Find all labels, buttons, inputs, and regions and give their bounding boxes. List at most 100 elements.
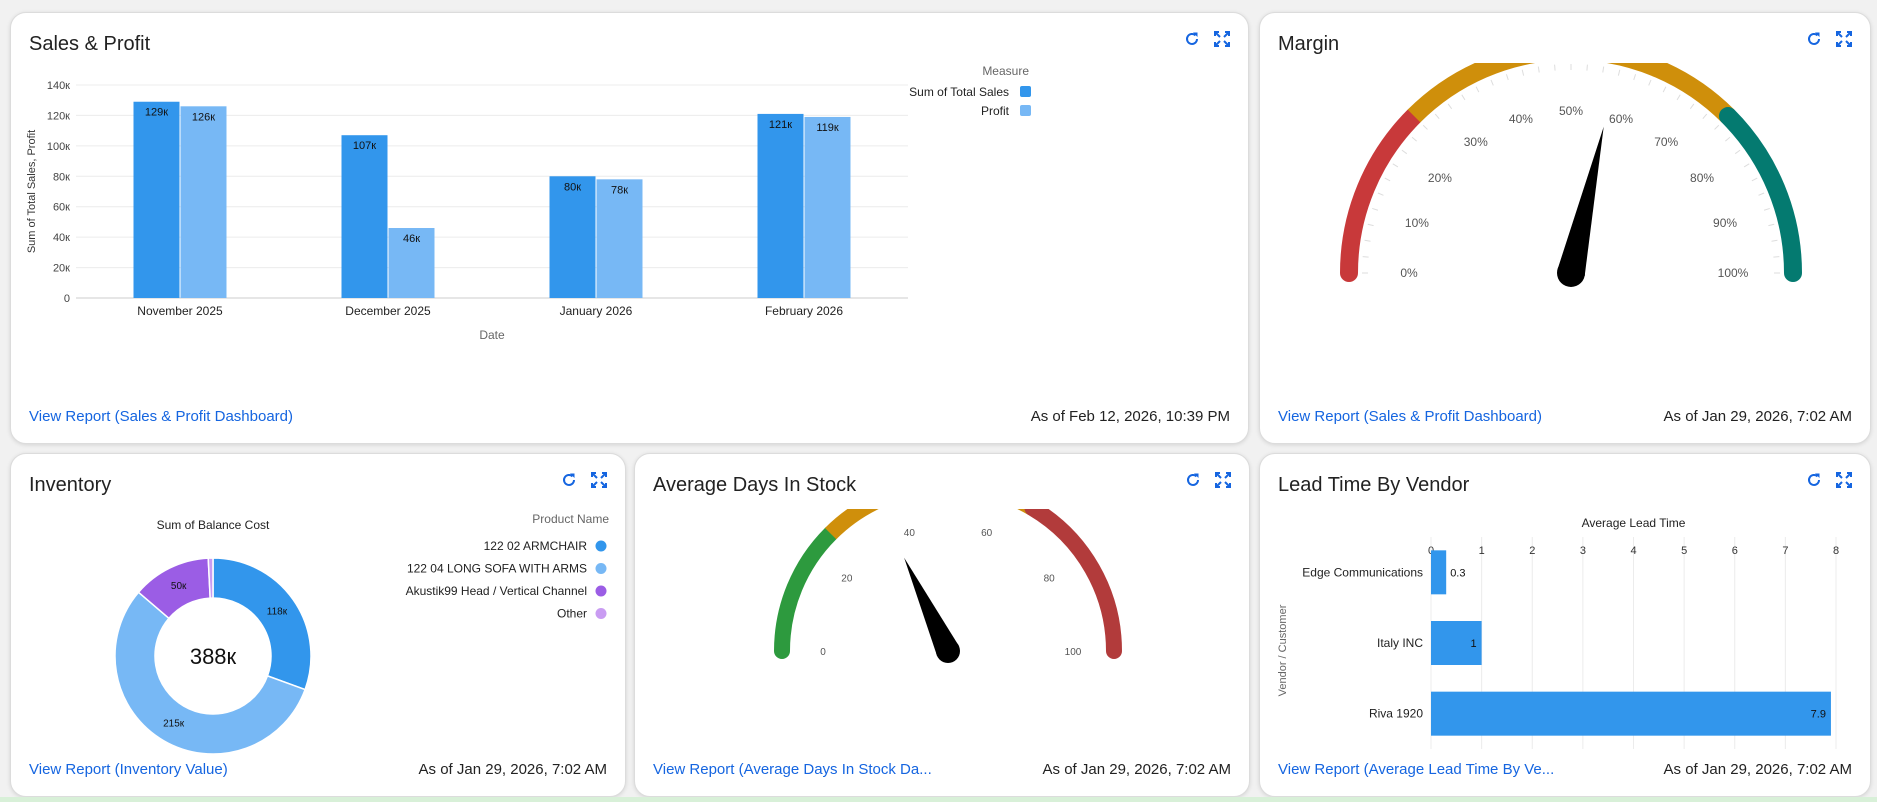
data-label: 7.9: [1811, 709, 1826, 721]
gauge-band: [1340, 107, 1424, 282]
legend-swatch: [595, 563, 607, 574]
gauge-tick-label: 70%: [1654, 135, 1678, 149]
gauge-tick: [1689, 103, 1695, 110]
gauge-band: [1024, 509, 1122, 659]
refresh-icon[interactable]: [561, 472, 577, 488]
bottom-strip: [0, 797, 1877, 802]
card-actions: [1185, 472, 1231, 488]
x-tick-label: 2: [1529, 545, 1535, 557]
gauge-tick: [1372, 207, 1379, 211]
data-label: 129к: [145, 107, 168, 119]
y-tick-label: 100к: [47, 141, 70, 153]
timestamp: As of Feb 12, 2026, 10:39 PM: [1030, 408, 1230, 425]
card-title: Lead Time By Vendor: [1278, 474, 1470, 496]
gauge-tick: [1461, 94, 1466, 101]
card-actions: [1806, 472, 1852, 488]
legend-swatch: [1020, 86, 1031, 97]
gauge-tick-label: 80: [1044, 574, 1056, 585]
legend-item-label: 122 04 LONG SOFA WITH ARMS: [407, 562, 587, 576]
gauge-tick-label: 40%: [1509, 112, 1533, 126]
refresh-icon[interactable]: [1806, 472, 1822, 488]
expand-icon[interactable]: [1836, 31, 1852, 47]
gauge-tick: [1768, 223, 1775, 227]
legend-swatch: [595, 585, 607, 597]
view-report-link[interactable]: View Report (Inventory Value): [29, 761, 228, 778]
legend-swatch: [595, 608, 607, 619]
x-tick-label: November 2025: [137, 304, 223, 318]
gauge-tick: [1702, 113, 1708, 119]
bar-profit: [388, 228, 435, 298]
y-tick-label: 60к: [53, 202, 70, 214]
gauge-tick-label: 30%: [1464, 135, 1488, 149]
gauge-tick: [1475, 86, 1480, 93]
y-tick-label: 140к: [47, 80, 70, 92]
card-actions: [1184, 31, 1230, 47]
expand-icon[interactable]: [1836, 472, 1852, 488]
gauge-tick: [1763, 207, 1770, 211]
gauge-tick-label: 60%: [1609, 112, 1633, 126]
data-label: 121к: [769, 119, 792, 131]
gauge-needle-hub: [1557, 259, 1585, 287]
gauge-needle: [904, 557, 959, 657]
expand-icon[interactable]: [591, 472, 607, 488]
gauge-tick-label: 90%: [1713, 216, 1737, 230]
x-axis-label: Average Lead Time: [1582, 516, 1686, 530]
gauge-tick: [1743, 163, 1750, 168]
gauge-tick-label: 60: [981, 528, 993, 539]
gauge-needle: [1557, 126, 1604, 277]
timestamp: As of Jan 29, 2026, 7:02 AM: [418, 761, 607, 778]
y-tick-label: Edge Communications: [1302, 565, 1423, 579]
gauge-tick: [1364, 239, 1371, 242]
donut-center-label: 388к: [190, 644, 237, 669]
data-label: 78к: [611, 184, 628, 196]
gauge-tick: [1725, 136, 1731, 142]
bar-sales: [549, 176, 596, 298]
view-report-link[interactable]: View Report (Average Lead Time By Ve...: [1278, 761, 1555, 778]
refresh-icon[interactable]: [1806, 31, 1822, 47]
y-axis-label: Sum of Total Sales, Profit: [26, 130, 38, 253]
gauge-tick-label: 40: [904, 528, 916, 539]
gauge-tick: [1447, 103, 1453, 110]
bar-sales: [757, 113, 804, 299]
view-report-link[interactable]: View Report (Average Days In Stock Da...: [653, 761, 932, 778]
y-tick-label: 40к: [53, 232, 70, 244]
refresh-icon[interactable]: [1184, 31, 1200, 47]
gauge-tick: [1676, 94, 1681, 101]
bar-sales: [341, 135, 388, 298]
data-label: 46к: [403, 233, 420, 245]
refresh-icon[interactable]: [1185, 472, 1201, 488]
gauge-needle-hub: [936, 639, 960, 663]
lead-time-chart: Average Lead Time012345678Vendor / Custo…: [1277, 516, 1839, 749]
gauge-tick-label: 0: [820, 647, 826, 658]
gauge-tick: [1734, 149, 1741, 155]
gauge-tick: [1617, 69, 1621, 76]
donut-slice: [114, 591, 307, 755]
gauge-tick: [1384, 177, 1391, 182]
slice-label: 50к: [171, 581, 187, 592]
card-title: Margin: [1278, 33, 1340, 55]
card-title: Inventory: [29, 474, 112, 496]
y-tick-label: 120к: [47, 110, 70, 122]
expand-icon[interactable]: [1215, 472, 1231, 488]
y-tick-label: 0: [64, 293, 70, 305]
view-report-link[interactable]: View Report (Sales & Profit Dashboard): [1278, 408, 1543, 425]
bar: [1431, 550, 1447, 595]
bar: [1431, 691, 1831, 736]
x-tick-label: 8: [1833, 545, 1839, 557]
y-tick-label: Italy INC: [1377, 636, 1423, 650]
gauge-tick: [1377, 192, 1384, 196]
x-tick-label: February 2026: [765, 304, 843, 318]
legend-item-label: Other: [557, 607, 587, 621]
gauge-tick: [1714, 124, 1720, 130]
legend-item-label: Akustik99 Head / Vertical Channel: [406, 584, 587, 598]
sales-profit-chart: 0 20к 40к 60к 80к 100к 120к 140к Sum of Total Sa…: [26, 64, 1031, 342]
legend-swatch: [1020, 105, 1031, 116]
legend-item-label: Profit: [981, 104, 1010, 118]
gauge-tick-label: 100: [1065, 647, 1082, 658]
x-tick-label: 3: [1580, 545, 1586, 557]
view-report-link[interactable]: View Report (Sales & Profit Dashboard): [29, 408, 294, 425]
gauge-tick: [1758, 192, 1765, 196]
expand-icon[interactable]: [1214, 31, 1230, 47]
gauge-band: [1718, 107, 1802, 282]
donut-slice: [212, 557, 312, 691]
